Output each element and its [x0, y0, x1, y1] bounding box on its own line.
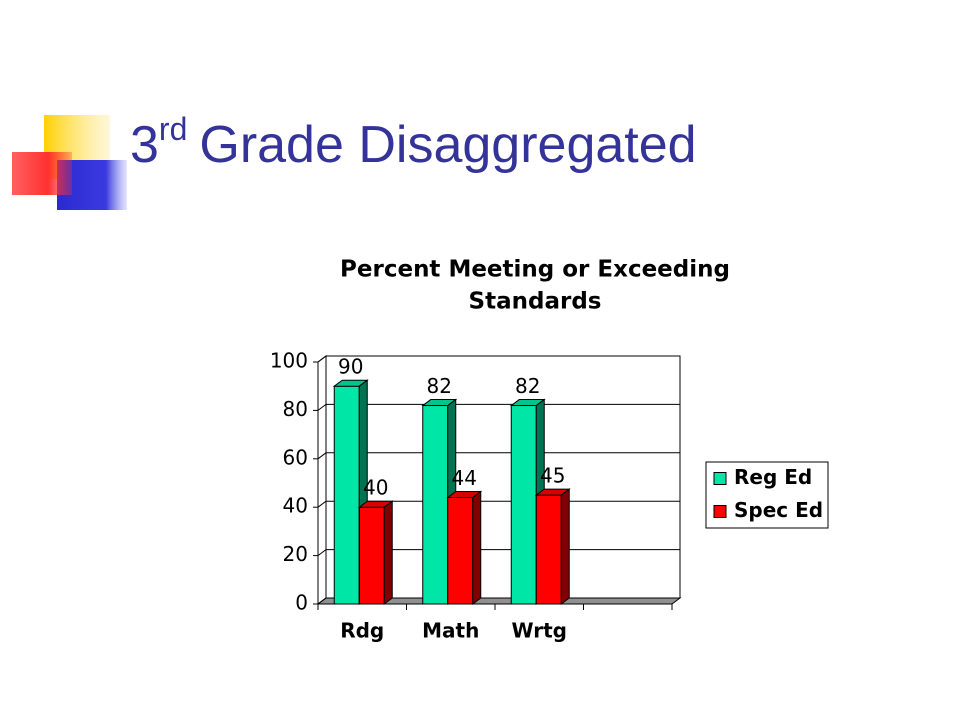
- title-number: 3: [130, 116, 159, 174]
- bar-side: [560, 488, 570, 605]
- bar-side: [472, 490, 482, 605]
- y-tick-label: 40: [283, 494, 308, 518]
- bar-front: [510, 405, 537, 605]
- y-tick-label: 100: [270, 349, 308, 373]
- y-tick-label: 0: [295, 591, 308, 615]
- bar: [357, 500, 394, 605]
- legend-swatch: [713, 472, 727, 485]
- grid-line: [317, 452, 680, 460]
- x-tick-label: Wrtg: [512, 619, 567, 643]
- value-label: 82: [515, 374, 540, 398]
- x-tick-label: Math: [422, 619, 479, 643]
- legend-swatch: [713, 505, 727, 518]
- chart-title: Percent Meeting or Exceeding: [340, 257, 730, 283]
- y-tick-label: 60: [283, 445, 308, 469]
- grid-line: [317, 403, 680, 411]
- bar: [534, 488, 571, 605]
- bar-front: [358, 506, 385, 605]
- x-tick-label: Rdg: [340, 619, 384, 643]
- bar-side: [383, 500, 393, 605]
- value-label: 82: [427, 374, 452, 398]
- bar-front: [447, 497, 474, 605]
- deco-red: [12, 152, 72, 195]
- grid-line: [317, 355, 680, 363]
- title-suffix: rd: [159, 111, 187, 147]
- chart-title: Standards: [469, 289, 602, 315]
- bar-front: [535, 494, 562, 605]
- legend-label: Reg Ed: [734, 465, 812, 489]
- slide-title: 3rd Grade Disaggregated: [130, 111, 697, 173]
- side-wall: [317, 355, 327, 605]
- y-tick-label: 80: [283, 397, 308, 421]
- bar-front: [333, 385, 360, 605]
- bar: [446, 490, 483, 605]
- value-label: 90: [338, 355, 363, 379]
- bar-front: [422, 405, 449, 605]
- title-rest: Grade Disaggregated: [199, 116, 696, 174]
- value-label: 40: [363, 476, 388, 500]
- legend-label: Spec Ed: [734, 498, 823, 522]
- y-tick-label: 20: [283, 542, 308, 566]
- value-label: 44: [452, 466, 477, 490]
- value-label: 45: [540, 464, 565, 488]
